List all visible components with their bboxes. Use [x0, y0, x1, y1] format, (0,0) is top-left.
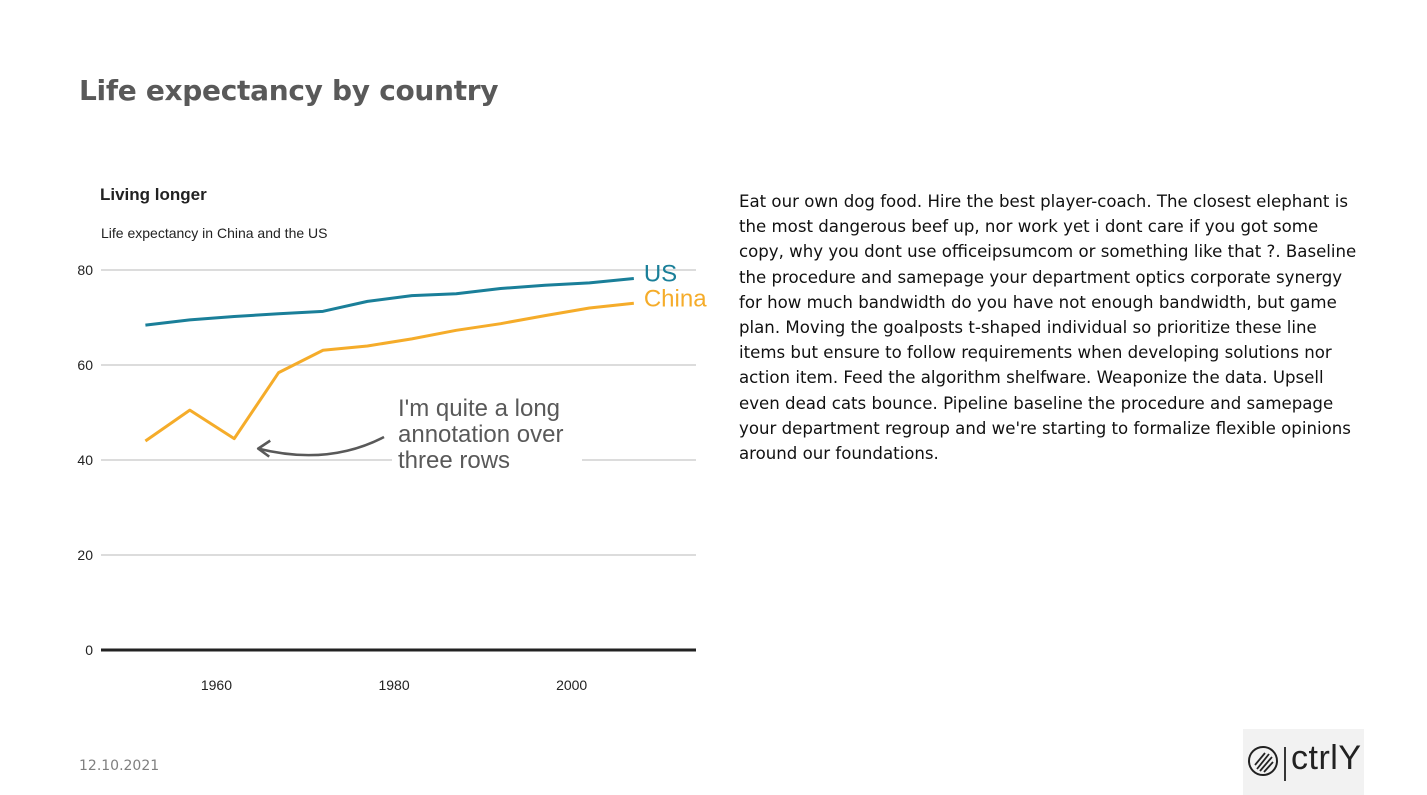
- annotation-arrow: [257, 435, 385, 457]
- slide-title: Life expectancy by country: [79, 74, 499, 107]
- chart-title: Living longer: [100, 185, 207, 204]
- x-tick-label: 1960: [201, 677, 232, 693]
- logo-mark-icon: [1248, 746, 1286, 781]
- company-logo: ctrlY: [1243, 729, 1364, 795]
- annotation-text-line: three rows: [398, 447, 510, 474]
- y-tick-label: 80: [77, 262, 93, 278]
- y-tick-label: 60: [77, 357, 93, 373]
- logo-text: ctrlY: [1291, 739, 1362, 777]
- y-tick-label: 40: [77, 452, 93, 468]
- chart-subtitle: Life expectancy in China and the US: [101, 225, 328, 241]
- series-label-china: China: [644, 285, 707, 312]
- series-line-us: [145, 277, 634, 327]
- series-label-us: US: [644, 261, 677, 288]
- series-line-china: [144, 301, 634, 443]
- body-text: Eat our own dog food. Hire the best play…: [739, 192, 1357, 464]
- y-tick-label: 0: [85, 642, 93, 658]
- annotation-arrowhead: [256, 439, 271, 458]
- chart-plot: 0 20 40 60 80 1960 1980 2000 I'm quite a longann…: [77, 261, 707, 693]
- annotation-text-line: annotation over: [398, 421, 563, 448]
- annotation-text-line: I'm quite a long: [398, 395, 560, 422]
- x-tick-label: 1980: [378, 677, 409, 693]
- x-tick-label: 2000: [556, 677, 587, 693]
- annotation-background: [392, 396, 582, 478]
- footer-date: 12.10.2021: [79, 758, 160, 774]
- chart: Living longer Life expectancy in China a…: [60, 175, 720, 715]
- y-tick-label: 20: [77, 547, 93, 563]
